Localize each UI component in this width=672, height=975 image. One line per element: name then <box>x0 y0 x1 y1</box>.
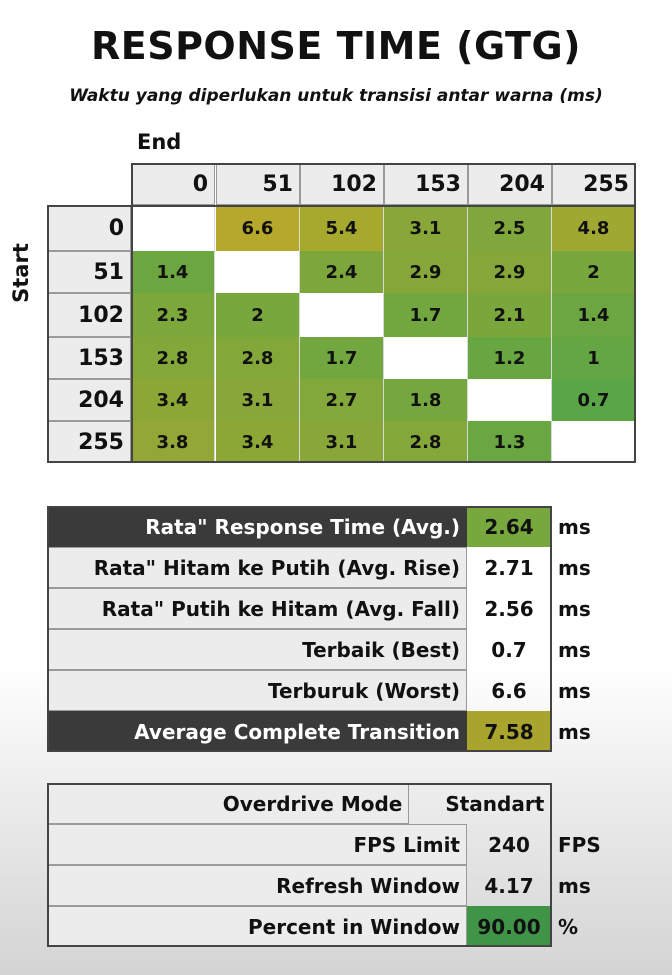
chart-title: RESPONSE TIME (GTG) <box>90 24 582 68</box>
stat-unit: ms <box>558 637 591 662</box>
heatmap-cell: 1.4 <box>131 251 215 293</box>
heatmap-cell: 2.8 <box>216 337 300 379</box>
heatmap-cell: 2.9 <box>468 251 552 293</box>
stat-value: 2.56 <box>484 596 534 621</box>
heatmap-cell: 0.7 <box>552 379 636 421</box>
stat-row: Rata" Hitam ke Putih (Avg. Rise) 2.71 <box>47 547 552 588</box>
x-axis-label: End <box>137 130 182 154</box>
stat-unit: ms <box>558 596 591 621</box>
empty-cell <box>216 251 300 293</box>
stat-label: Rata" Putih ke Hitam (Avg. Fall) <box>47 588 467 629</box>
heatmap-cell: 3.8 <box>131 421 215 463</box>
heatmap-cell: 2.8 <box>131 337 215 379</box>
stat-unit: ms <box>558 514 591 539</box>
heatmap-cell: 2.7 <box>300 379 384 421</box>
stat-value: 240 <box>488 832 530 857</box>
empty-cell <box>468 379 552 421</box>
stat-row: FPS Limit 240 <box>47 824 552 865</box>
heatmap-cell: 1.3 <box>468 421 552 463</box>
stat-row: Average Complete Transition 7.58 <box>47 711 552 752</box>
row-header: 255 <box>47 421 131 463</box>
stat-unit: ms <box>558 678 591 703</box>
heatmap-cell: 1.8 <box>384 379 468 421</box>
stat-unit: FPS <box>558 832 601 857</box>
heatmap-cell: 3.4 <box>216 421 300 463</box>
heatmap-cell: 2 <box>216 293 300 337</box>
heatmap-cell: 3.1 <box>216 379 300 421</box>
stat-row: Overdrive Mode Standart <box>47 783 552 824</box>
stat-unit: ms <box>558 719 591 744</box>
heatmap-cell: 4.8 <box>552 205 636 251</box>
stat-value: 4.17 <box>484 873 534 898</box>
stat-unit: ms <box>558 555 591 580</box>
stat-row: Rata" Response Time (Avg.) 2.64 <box>47 506 552 547</box>
heatmap-cell: 2.8 <box>384 421 468 463</box>
stat-value: 2.64 <box>467 506 551 547</box>
stat-value: 90.00 <box>467 906 551 947</box>
stat-unit: % <box>558 914 579 939</box>
stat-value: Standart <box>445 791 545 816</box>
row-header: 204 <box>47 379 131 421</box>
stat-value: 2.71 <box>484 555 534 580</box>
heatmap-cell: 1 <box>552 337 636 379</box>
stat-row: Terbaik (Best) 0.7 <box>47 629 552 670</box>
heatmap-cell: 2.3 <box>131 293 215 337</box>
column-header: 0 <box>131 163 215 205</box>
empty-cell <box>131 205 215 251</box>
stat-row: Rata" Putih ke Hitam (Avg. Fall) 2.56 <box>47 588 552 629</box>
heatmap-cell: 3.1 <box>300 421 384 463</box>
heatmap-cell: 2.4 <box>300 251 384 293</box>
stat-label: Terbaik (Best) <box>47 629 467 670</box>
row-header: 102 <box>47 293 131 337</box>
stat-unit: ms <box>558 873 591 898</box>
row-header: 51 <box>47 251 131 293</box>
stat-label: FPS Limit <box>47 824 467 865</box>
heatmap-cell: 1.7 <box>384 293 468 337</box>
stat-value: 7.58 <box>467 711 551 752</box>
row-header: 0 <box>47 205 131 251</box>
heatmap-cell: 1.4 <box>552 293 636 337</box>
column-header: 102 <box>300 163 384 205</box>
stat-label: Overdrive Mode <box>47 783 410 824</box>
heatmap-cell: 3.4 <box>131 379 215 421</box>
heatmap-cell: 2.5 <box>468 205 552 251</box>
heatmap-cell: 6.6 <box>216 205 300 251</box>
row-header: 153 <box>47 337 131 379</box>
y-axis-label: Start <box>9 243 33 303</box>
empty-cell <box>552 421 636 463</box>
heatmap-cell: 2 <box>552 251 636 293</box>
heatmap-cell: 2.9 <box>384 251 468 293</box>
stat-label: Terburuk (Worst) <box>47 670 467 711</box>
stat-label: Refresh Window <box>47 865 467 906</box>
heatmap-cell: 3.1 <box>384 205 468 251</box>
column-header: 255 <box>552 163 636 205</box>
empty-cell <box>384 337 468 379</box>
stat-value: 0.7 <box>491 637 527 662</box>
column-header: 204 <box>468 163 552 205</box>
stat-label: Rata" Response Time (Avg.) <box>47 506 467 547</box>
heatmap-cell: 1.2 <box>468 337 552 379</box>
stat-label: Average Complete Transition <box>47 711 467 752</box>
stat-label: Rata" Hitam ke Putih (Avg. Rise) <box>47 547 467 588</box>
stat-row: Percent in Window 90.00 <box>47 906 552 947</box>
stat-value: 6.6 <box>491 678 527 703</box>
column-header: 51 <box>216 163 300 205</box>
heatmap-cell: 2.1 <box>468 293 552 337</box>
heatmap-cell: 5.4 <box>300 205 384 251</box>
column-header: 153 <box>384 163 468 205</box>
heatmap-cell: 1.7 <box>300 337 384 379</box>
chart-subtitle: Waktu yang diperlukan untuk transisi ant… <box>69 86 603 106</box>
stat-row: Terburuk (Worst) 6.6 <box>47 670 552 711</box>
empty-cell <box>300 293 384 337</box>
stat-label: Percent in Window <box>47 906 467 947</box>
stat-row: Refresh Window 4.17 <box>47 865 552 906</box>
